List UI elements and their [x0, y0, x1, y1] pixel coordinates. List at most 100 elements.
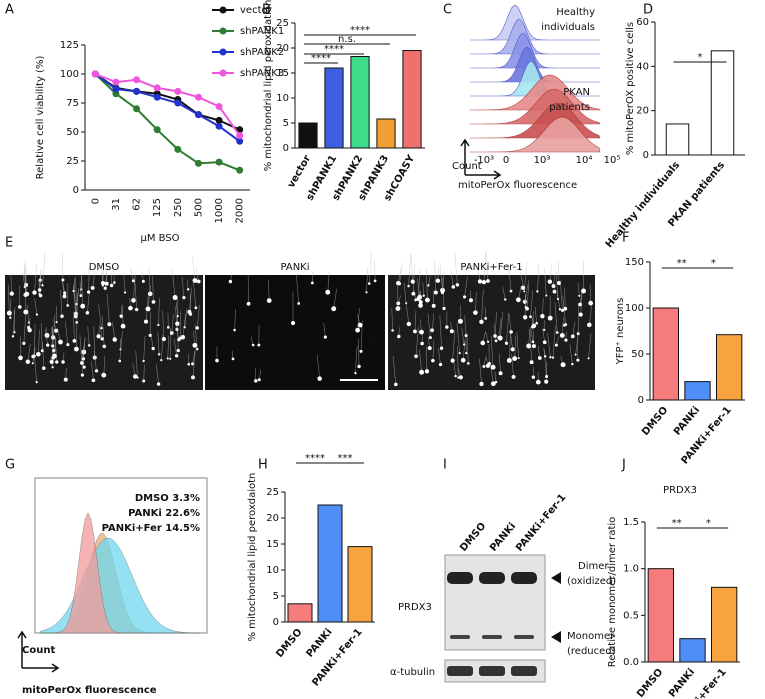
neuron: [25, 359, 31, 365]
y-axis-label: % mitoPerOX positive cells: [625, 22, 636, 155]
y-tick-label: 10: [276, 93, 289, 104]
bar: [287, 603, 313, 623]
neurite: [417, 278, 421, 298]
y-tick-label: 0.0: [623, 657, 639, 668]
neuron: [231, 357, 235, 361]
neuron: [96, 334, 101, 339]
bar: [716, 334, 743, 401]
neurite: [542, 298, 544, 317]
neuron: [574, 353, 577, 356]
neurite: [510, 332, 513, 350]
neuron: [119, 314, 123, 318]
neuron: [511, 374, 516, 379]
neuron: [118, 359, 122, 363]
neuron: [559, 333, 565, 338]
neuron: [176, 348, 180, 353]
neurite: [234, 309, 236, 331]
neurite: [34, 264, 37, 293]
histogram: [470, 18, 600, 55]
marker: [112, 85, 120, 93]
neurite: [187, 279, 189, 290]
neuron: [484, 316, 488, 320]
neuron: [72, 289, 75, 293]
neuron: [102, 344, 107, 349]
neuron: [169, 331, 174, 335]
neuron: [551, 356, 555, 359]
x-tick-label: 2000: [235, 198, 246, 223]
y-tick-label: 25: [66, 156, 79, 167]
neuron: [479, 381, 484, 387]
neuron: [123, 291, 127, 294]
neurite: [437, 266, 439, 281]
neuron: [526, 343, 532, 349]
neurite: [22, 271, 26, 288]
neuron: [157, 323, 160, 327]
neurite: [428, 274, 431, 286]
bar: [298, 122, 318, 149]
y-tick-label: 25: [276, 18, 289, 29]
panel-letter: C: [443, 3, 452, 18]
y-tick-label: 0: [283, 143, 289, 154]
neuron: [355, 327, 361, 333]
histogram: [40, 512, 200, 634]
neurite: [130, 268, 134, 281]
neuron: [504, 341, 509, 345]
neuron: [175, 321, 180, 326]
legend-marker: [219, 6, 227, 14]
neuron: [396, 301, 401, 306]
neurite: [52, 314, 56, 346]
neuron: [46, 343, 50, 347]
neurite: [509, 331, 511, 361]
neuron: [543, 328, 546, 332]
neurite: [192, 350, 196, 378]
neurite: [162, 310, 165, 339]
neuron: [331, 306, 337, 312]
neurite: [157, 331, 160, 355]
neurite: [564, 287, 566, 309]
neuron: [80, 373, 85, 377]
neuron: [246, 301, 251, 306]
band: [447, 666, 473, 676]
neuron: [113, 281, 116, 284]
neuron: [418, 303, 423, 308]
y-tick-label: 0.5: [623, 610, 639, 621]
x-tick-label: 0: [90, 198, 101, 204]
neurite: [461, 327, 465, 345]
histogram: [470, 116, 601, 153]
neurite: [75, 276, 77, 305]
marker: [153, 84, 161, 92]
neurite: [399, 262, 403, 284]
neuron: [430, 328, 435, 333]
neurite: [184, 308, 188, 328]
neurite: [38, 329, 40, 355]
neurite: [414, 310, 417, 332]
neuron: [109, 283, 114, 288]
neurite: [414, 290, 416, 300]
y-tick-label: 40: [636, 61, 649, 72]
neuron: [80, 303, 86, 309]
neuron: [35, 313, 39, 316]
neurite: [40, 322, 43, 351]
neurite: [397, 268, 402, 284]
legend-label: DMSO 3.3%: [135, 493, 200, 504]
neurite: [479, 358, 482, 384]
neuron: [464, 334, 468, 338]
neurite: [123, 272, 126, 293]
neurite: [105, 271, 108, 284]
neurite: [577, 282, 580, 296]
y-tick-label: 1.5: [623, 517, 639, 528]
neuron: [460, 357, 466, 363]
neuron: [506, 358, 512, 363]
neuron: [112, 337, 117, 342]
legend-marker: [219, 27, 227, 35]
marker: [236, 166, 244, 174]
neuron: [487, 361, 491, 366]
axis-arrow: [17, 630, 60, 673]
neurite: [79, 281, 82, 296]
neuron: [419, 369, 425, 375]
histogram: [470, 46, 600, 83]
band: [479, 666, 505, 676]
y-tick-label: 50: [631, 349, 644, 360]
neuron: [35, 381, 38, 384]
neuron: [51, 344, 55, 348]
